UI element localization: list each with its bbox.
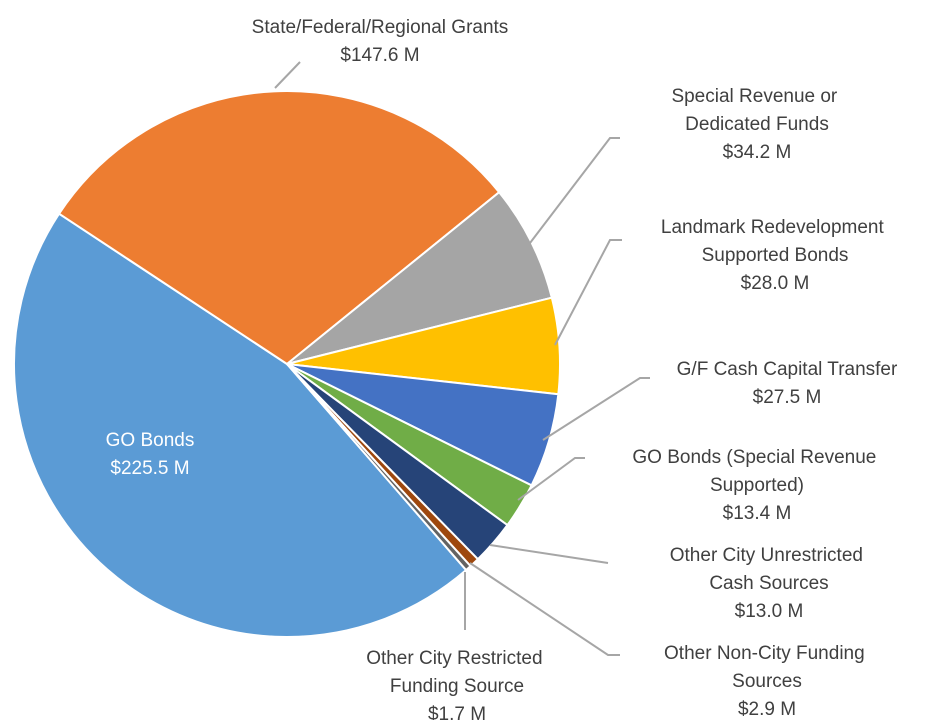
leader-line [517, 457, 585, 501]
slice-label-line: Other Non-City Funding [664, 643, 870, 664]
slice-label-line: Supported) [710, 475, 804, 496]
slice-label-line: Funding Source [390, 676, 524, 697]
slice-label-line: GO Bonds (Special Revenue [632, 447, 881, 468]
slice-value-label: $27.5 M [753, 387, 822, 408]
slice-label: GO Bonds [106, 430, 195, 451]
slice-label: Other City Restricted Funding Source [366, 648, 548, 697]
slice-label: State/Federal/Regional Grants [252, 17, 509, 38]
slice-label: Special Revenue or Dedicated Funds [671, 86, 842, 135]
pie-slice [57, 90, 501, 366]
leader-line [542, 377, 650, 441]
leader-line [529, 137, 620, 244]
slice-label-line: G/F Cash Capital Transfer [677, 359, 898, 380]
slice-label-line: Cash Sources [709, 573, 828, 594]
slice-label-line: Special Revenue or [671, 86, 842, 107]
pie-slice [286, 363, 472, 572]
slice-value-label: $225.5 M [110, 458, 189, 479]
slice-label-line: Supported Bonds [702, 245, 849, 266]
slice-label-line: GO Bonds [106, 430, 195, 451]
slice-value-label: $1.7 M [428, 704, 486, 720]
slice-value-label: $147.6 M [340, 45, 419, 66]
pie-slice [13, 212, 468, 638]
slice-label-line: Landmark Redevelopment [661, 217, 889, 238]
leader-line [489, 544, 609, 564]
slice-label-line: Dedicated Funds [685, 114, 829, 135]
slice-value-label: $13.4 M [723, 503, 792, 524]
leader-line [554, 239, 622, 346]
slice-label: Other City Unrestricted Cash Sources [670, 545, 869, 594]
slice-label-line: Other City Unrestricted [670, 545, 869, 566]
slice-label-line: State/Federal/Regional Grants [252, 17, 509, 38]
slice-label: GO Bonds (Special Revenue Supported) [632, 447, 881, 496]
slice-label: Other Non-City Funding Sources [664, 643, 870, 692]
slice-label: Landmark Redevelopment Supported Bonds [661, 217, 889, 266]
slice-label-line: Sources [732, 671, 802, 692]
slice-label-line: Other City Restricted [366, 648, 548, 669]
slice-value-label: $28.0 M [741, 273, 810, 294]
slice-value-label: $34.2 M [723, 142, 792, 163]
slice-value-label: $2.9 M [738, 699, 796, 720]
slice-value-label: $13.0 M [735, 601, 804, 622]
leader-line [469, 562, 620, 656]
slice-label: G/F Cash Capital Transfer [677, 359, 898, 380]
leader-line [274, 61, 301, 89]
